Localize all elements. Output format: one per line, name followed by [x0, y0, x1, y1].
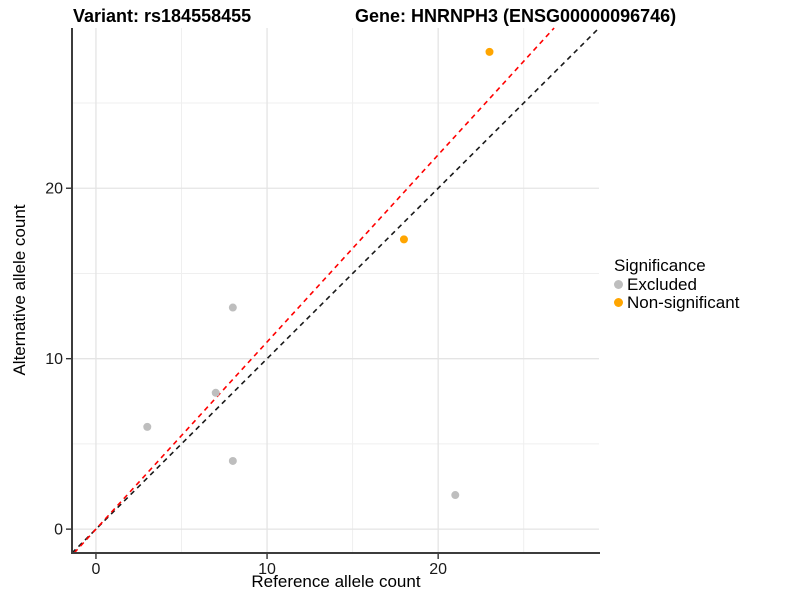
non-significant-swatch-icon — [614, 298, 623, 307]
expected-ratio-line — [73, 27, 555, 554]
legend: Significance Excluded Non-significant — [614, 256, 739, 311]
plot-title-gene: Gene: HNRNPH3 (ENSG00000096746) — [355, 6, 677, 26]
data-point-excluded — [143, 422, 152, 431]
data-point-non-significant — [399, 235, 408, 244]
data-point-excluded — [211, 388, 220, 397]
legend-title: Significance — [614, 256, 706, 275]
x-tick-label: 20 — [429, 561, 447, 578]
x-tick-label: 10 — [258, 561, 276, 578]
excluded-swatch-icon — [614, 280, 623, 289]
y-tick-label: 20 — [45, 181, 63, 198]
legend-item-label: Non-significant — [627, 293, 740, 312]
y-axis-title: Alternative allele count — [10, 204, 29, 376]
plot-title-variant: Variant: rs184558455 — [73, 6, 252, 26]
data-point-excluded — [228, 303, 237, 312]
identity-line — [71, 27, 600, 554]
legend-item-excluded: Excluded — [614, 276, 739, 293]
legend-item-non-significant: Non-significant — [614, 294, 739, 311]
data-point-excluded — [451, 491, 460, 500]
x-axis-title: Reference allele count — [251, 572, 421, 591]
y-tick-label: 0 — [54, 522, 63, 539]
x-tick-label: 0 — [92, 561, 101, 578]
data-point-excluded — [228, 456, 237, 465]
data-point-non-significant — [485, 47, 494, 56]
legend-item-label: Excluded — [627, 275, 697, 294]
y-tick-label: 10 — [45, 351, 63, 368]
